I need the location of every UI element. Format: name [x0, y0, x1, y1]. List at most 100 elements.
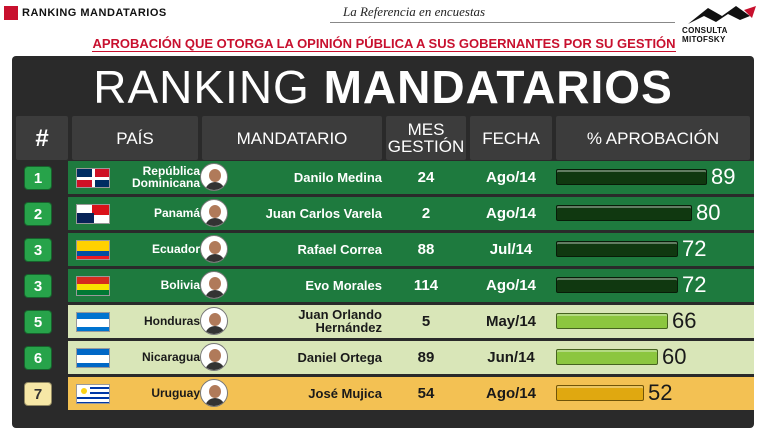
country-name: Bolivia [160, 278, 200, 292]
page-title: RANKING MANDATARIOS [12, 60, 754, 114]
approval-bar [556, 385, 644, 401]
title-light: RANKING [93, 61, 310, 113]
approval-value: 89 [711, 164, 736, 189]
subtitle: APROBACIÓN QUE OTORGA LA OPINIÓN PÚBLICA… [0, 36, 768, 52]
mitofsky-logo-icon [688, 6, 756, 24]
approval-value: 80 [696, 200, 721, 225]
col-tenure-line2: GESTIÓN [387, 137, 465, 156]
country-name: República Dominicana [131, 164, 200, 190]
country-flag-icon [76, 348, 110, 368]
approval-bar-cell: 60 [552, 340, 754, 374]
leader-photo [200, 343, 228, 371]
approval-value: 60 [662, 344, 687, 369]
approval-bar-cell: 52 [552, 376, 754, 410]
leader-photo [200, 235, 228, 263]
country-name: Nicaragua [141, 350, 200, 364]
approval-value: 72 [682, 272, 707, 297]
leader-name: Juan Orlando Hernández [298, 307, 382, 335]
col-rank: # [16, 116, 68, 160]
survey-date: Ago/14 [485, 204, 536, 222]
col-tenure-line1: MES [407, 120, 445, 139]
leader-name: Juan Carlos Varela [265, 205, 382, 221]
months-in-office: 24 [417, 168, 435, 186]
approval-value: 66 [672, 308, 697, 333]
leader-name: Rafael Correa [297, 241, 382, 257]
country-name: Honduras [143, 314, 200, 328]
approval-bar-cell: 72 [552, 232, 754, 266]
months-in-office: 2 [421, 204, 431, 222]
approval-bar-cell: 66 [552, 304, 754, 338]
approval-value: 72 [682, 236, 707, 261]
months-in-office: 114 [413, 276, 439, 294]
brand: RANKING MANDATARIOS [4, 6, 167, 20]
months-in-office: 5 [421, 312, 431, 330]
country-flag-icon [76, 312, 110, 332]
approval-bar [556, 241, 678, 257]
table-row: 1 República Dominicana Danilo Medina 24 Ago/… [12, 160, 754, 194]
brand-logo-icon [4, 6, 18, 20]
rank-badge: 7 [24, 382, 52, 406]
rank-badge: 5 [24, 310, 52, 334]
approval-bar [556, 349, 658, 365]
approval-bar [556, 169, 707, 185]
title-bold: MANDATARIOS [323, 61, 673, 113]
survey-date: Ago/14 [485, 384, 536, 402]
approval-bar-cell: 89 [552, 160, 754, 194]
tagline: La Referencia en encuestas [343, 4, 486, 19]
rank-badge: 3 [24, 274, 52, 298]
table-row: 2 Panamá Juan Carlos Varela 2 Ago/14 80 [12, 196, 754, 230]
logo-text: CONSULTA MITOFSKY [682, 26, 728, 44]
country-name: Ecuador [151, 242, 200, 256]
col-approval: % APROBACIÓN [556, 116, 750, 160]
leader-name: José Mujica [308, 385, 382, 401]
brand-text: RANKING MANDATARIOS [22, 7, 167, 19]
leader-photo [200, 379, 228, 407]
survey-date: Jul/14 [489, 240, 533, 258]
rank-badge: 6 [24, 346, 52, 370]
survey-date: May/14 [485, 312, 537, 330]
country-name: Uruguay [151, 386, 200, 400]
approval-bar [556, 205, 692, 221]
rank-badge: 1 [24, 166, 52, 190]
table-row: 6 Nicaragua Daniel Ortega 89 Jun/14 60 [12, 340, 754, 374]
col-country: PAÍS [72, 116, 198, 160]
leader-photo [200, 271, 228, 299]
col-tenure: MES GESTIÓN [386, 116, 466, 160]
country-flag-icon [76, 276, 110, 296]
country-flag-icon [76, 204, 110, 224]
leader-name: Danilo Medina [293, 169, 382, 185]
months-in-office: 54 [417, 384, 435, 402]
top-header: RANKING MANDATARIOS La Referencia en enc… [0, 0, 768, 44]
country-flag-icon [76, 168, 110, 188]
survey-date: Ago/14 [485, 168, 536, 186]
ranking-panel: RANKING MANDATARIOS # PAÍS MANDATARIO ME… [12, 56, 754, 428]
col-leader: MANDATARIO [202, 116, 382, 160]
survey-date: Ago/14 [485, 276, 536, 294]
months-in-office: 89 [417, 348, 435, 366]
approval-bar-cell: 80 [552, 196, 754, 230]
approval-bar-cell: 72 [552, 268, 754, 302]
table-row: 3 Bolivia Evo Morales 114 Ago/14 72 [12, 268, 754, 302]
approval-value: 52 [648, 380, 673, 405]
rank-badge: 2 [24, 202, 52, 226]
approval-bar [556, 313, 668, 329]
leader-name: Daniel Ortega [297, 349, 382, 365]
table-header: # PAÍS MANDATARIO MES GESTIÓN FECHA % AP… [12, 116, 754, 160]
country-flag-icon [76, 240, 110, 260]
subtitle-text: APROBACIÓN QUE OTORGA LA OPINIÓN PÚBLICA… [92, 36, 676, 52]
table-row: 7 Uruguay José Mujica 54 Ago/14 52 [12, 376, 754, 410]
leader-photo [200, 199, 228, 227]
leader-photo [200, 163, 228, 191]
leader-photo [200, 307, 228, 335]
leader-name: Evo Morales [305, 277, 382, 293]
country-name: Panamá [153, 206, 200, 220]
col-date: FECHA [470, 116, 552, 160]
survey-date: Jun/14 [487, 348, 535, 366]
tagline-divider [330, 22, 675, 23]
country-flag-icon [76, 384, 110, 404]
months-in-office: 88 [417, 240, 435, 258]
approval-bar [556, 277, 678, 293]
table-row: 3 Ecuador Rafael Correa 88 Jul/14 72 [12, 232, 754, 266]
table-row: 5 Honduras Juan Orlando Hernández 5 May/14 66 [12, 304, 754, 338]
rank-badge: 3 [24, 238, 52, 262]
